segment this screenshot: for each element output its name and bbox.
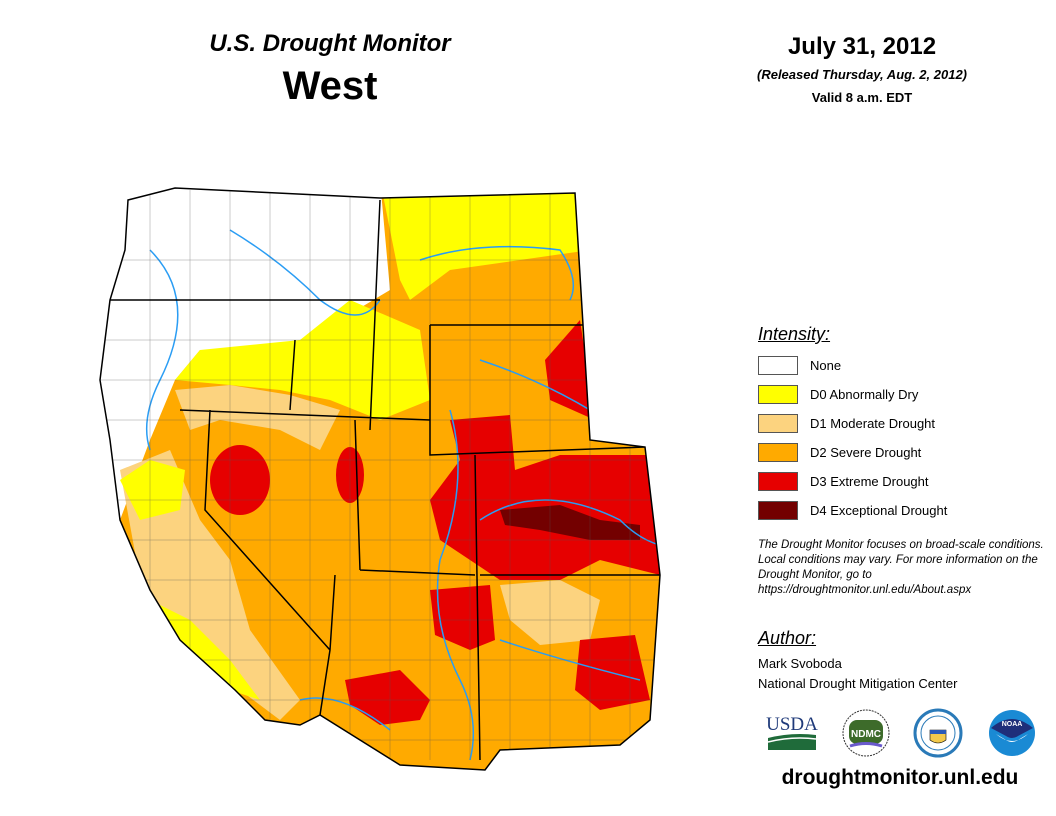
- legend-swatch: [758, 471, 798, 491]
- svg-text:USDA: USDA: [766, 714, 818, 735]
- legend-item-d4: D4 Exceptional Drought: [758, 500, 947, 520]
- legend-label: D3 Extreme Drought: [810, 473, 929, 489]
- legend-item-d0: D0 Abnormally Dry: [758, 384, 918, 404]
- d3-area-nevada: [210, 445, 270, 515]
- map-date: July 31, 2012: [787, 33, 937, 60]
- d0-area-north: [380, 188, 600, 300]
- svg-text:NOAA: NOAA: [1002, 721, 1023, 728]
- d3-area-nm: [430, 585, 495, 650]
- legend-label: D1 Moderate Drought: [810, 415, 936, 431]
- legend-item-none: None: [758, 355, 841, 375]
- d0-area-central: [175, 300, 430, 420]
- d3-area-north-plains: [545, 320, 595, 420]
- legend-swatch: [758, 500, 798, 520]
- d4-area: [500, 505, 640, 540]
- author-title: Author:: [758, 628, 817, 648]
- legend-swatch: [758, 442, 798, 462]
- legend-item-d2: D2 Severe Drought: [758, 442, 921, 462]
- map-title: U.S. Drought Monitor: [209, 30, 451, 57]
- legend-item-d3: D3 Extreme Drought: [758, 471, 929, 491]
- state-borders: [110, 199, 660, 761]
- legend-swatch: [758, 413, 798, 433]
- author-org: National Drought Mitigation Center: [758, 676, 958, 691]
- usda-logo: USDA: [766, 714, 818, 750]
- legend-label: D2 Severe Drought: [810, 444, 922, 460]
- svg-text:NDMC: NDMC: [851, 729, 881, 740]
- noaa-logo: NOAA: [989, 710, 1035, 756]
- legend-title: Intensity:: [758, 324, 831, 344]
- county-lines: [100, 190, 660, 760]
- region-title: West: [282, 64, 378, 108]
- legend-item-d1: D1 Moderate Drought: [758, 413, 935, 433]
- legend-swatch: [758, 355, 798, 375]
- legend-label: D4 Exceptional Drought: [810, 502, 948, 518]
- region-outline: [99, 187, 661, 771]
- legend-swatch: [758, 384, 798, 404]
- d1-area-california: [120, 450, 300, 720]
- d1-area-idaho: [175, 385, 340, 450]
- website-url: droughtmonitor.unl.edu: [781, 766, 1019, 789]
- author-name: Mark Svoboda: [758, 656, 842, 671]
- legend-label: None: [810, 357, 842, 373]
- release-date: (Released Thursday, Aug. 2, 2012): [757, 67, 967, 82]
- legend-label: D0 Abnormally Dry: [810, 386, 919, 402]
- d0-area-socal: [150, 600, 260, 700]
- rivers: [145, 229, 660, 761]
- d3-area-arizona: [345, 670, 430, 725]
- valid-time: Valid 8 a.m. EDT: [811, 90, 913, 105]
- drought-map: [99, 187, 661, 771]
- ndmc-logo: NDMC: [842, 709, 890, 757]
- d0-area-california: [120, 460, 185, 520]
- commerce-seal-logo: [913, 708, 963, 758]
- disclaimer-note: The Drought Monitor focuses on broad-sca…: [758, 539, 1044, 596]
